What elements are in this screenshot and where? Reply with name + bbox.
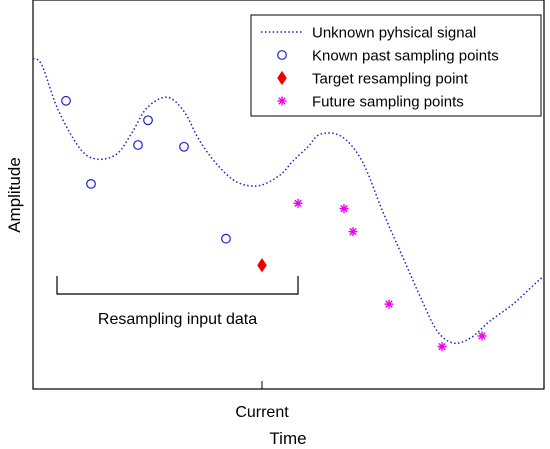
asterisk-point-2 (339, 204, 349, 214)
asterisk-point-3 (348, 227, 358, 237)
circle-point-6 (221, 233, 231, 244)
legend-marker-swatch (277, 50, 287, 60)
asterisk-point-1 (293, 198, 303, 208)
circle-point-2 (86, 178, 96, 189)
legend-box (250, 14, 542, 117)
legend-label: Future sampling points (312, 94, 464, 111)
asterisk-point-5 (437, 342, 447, 352)
x-axis-label: Time (269, 429, 306, 448)
legend-item-2: Known past sampling points (277, 48, 499, 65)
legend-marker-swatch (277, 70, 287, 86)
legend-label: Unknown pyhsical signal (312, 25, 476, 42)
circle-point-3 (133, 140, 143, 150)
asterisk-point-6 (477, 331, 487, 341)
asterisk-point-4 (384, 299, 394, 309)
legend-item-4: Future sampling points (277, 94, 464, 111)
legend-item-1: Unknown pyhsical signal (261, 25, 476, 42)
legend-label: Known past sampling points (312, 48, 499, 65)
circle-point-5 (179, 141, 189, 152)
circle-point-1 (61, 95, 71, 106)
resampling-bracket (56, 276, 299, 295)
legend-marker-swatch (277, 96, 287, 106)
plot-layer (32, 57, 545, 352)
legend-rows: Unknown pyhsical signal Known past sampli… (261, 25, 499, 111)
legend-label: Target resampling point (312, 71, 469, 88)
legend-item-3: Target resampling point (277, 70, 469, 88)
legend: Unknown pyhsical signal Known past sampli… (250, 14, 542, 117)
signal-curve (32, 57, 545, 345)
circle-point-4 (143, 115, 153, 126)
resampling-input-label: Resampling input data (98, 311, 257, 328)
y-axis-label: Amplitude (5, 157, 24, 233)
diamond-point-1 (257, 258, 267, 273)
x-tick-label-current: Current (235, 404, 289, 421)
